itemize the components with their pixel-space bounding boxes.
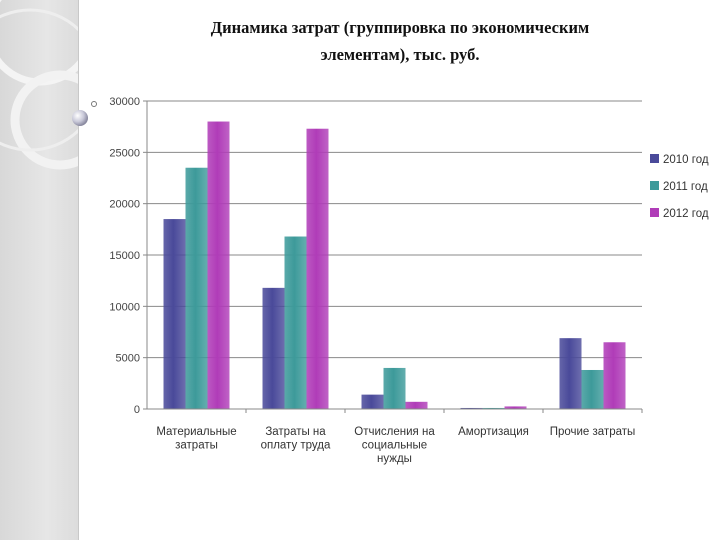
slide-title-line-2: элементам), тыс. руб. [320,45,480,64]
bar [163,219,186,409]
bar [262,287,285,409]
y-tick-label: 25000 [109,147,140,159]
legend-label: 2010 год [663,154,709,166]
bar [603,342,626,409]
legend-swatch [650,208,659,217]
y-tick-label: 20000 [109,199,140,211]
y-tick-label: 0 [134,404,140,416]
bar [284,236,307,409]
x-tick-label: Материальные затраты [156,426,236,452]
legend-label: 2011 год [663,181,708,193]
bar [306,128,329,409]
x-tick-label: Затраты на оплату труда [261,426,331,452]
x-tick-label: Амортизация [458,426,529,438]
x-tick-label: Прочие затраты [550,426,636,438]
bar [559,338,582,409]
y-tick-label: 15000 [109,250,140,262]
y-tick-label: 5000 [116,353,140,365]
decorative-ball-icon [72,110,88,126]
y-tick-label: 10000 [109,301,140,313]
y-tick-label: 30000 [109,96,140,108]
slide-title: Динамика затрат (группировка по экономич… [150,14,650,68]
x-tick-label: Отчисления на социальные нужды [354,426,435,465]
legend-label: 2012 год [663,208,709,220]
bar [383,367,406,409]
bar [482,407,505,409]
bar [504,406,527,409]
slide-sidebar-decoration [0,0,79,540]
bar [405,401,428,409]
slide-title-line-1: Динамика затрат (группировка по экономич… [210,18,590,37]
bar [460,407,483,409]
decorative-rings [0,0,78,170]
decorative-small-circle-icon [91,101,97,107]
legend-swatch [650,154,659,163]
legend-swatch [650,181,659,190]
bar [185,167,208,409]
bar [581,369,604,409]
bar [361,394,384,409]
bar [207,121,230,410]
